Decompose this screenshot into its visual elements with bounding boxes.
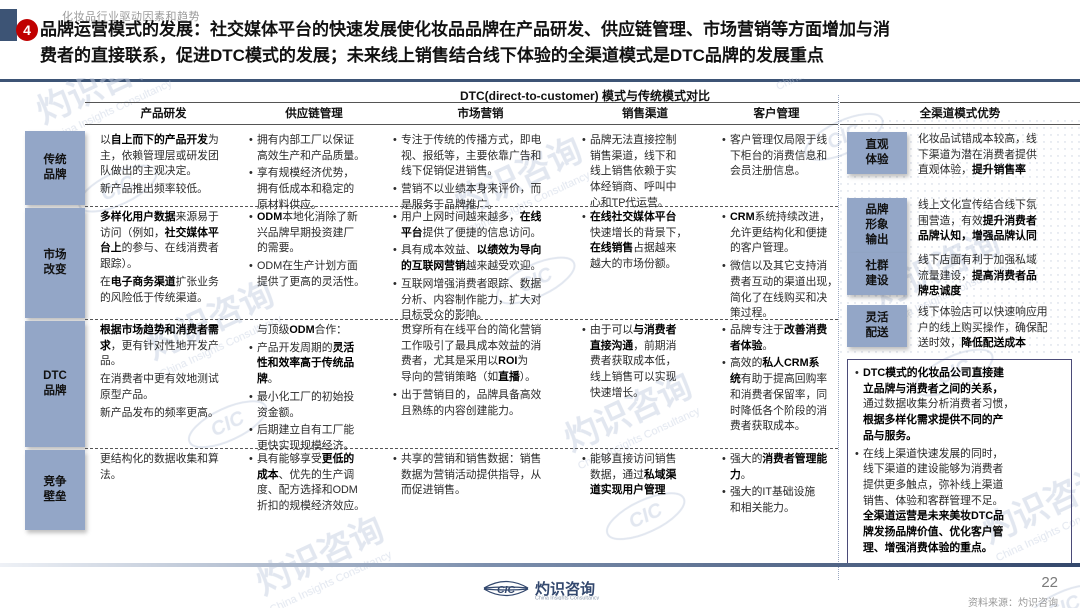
svg-text:China Insights Consultancy: China Insights Consultancy <box>535 596 600 601</box>
svg-text:CIC: CIC <box>497 584 516 596</box>
